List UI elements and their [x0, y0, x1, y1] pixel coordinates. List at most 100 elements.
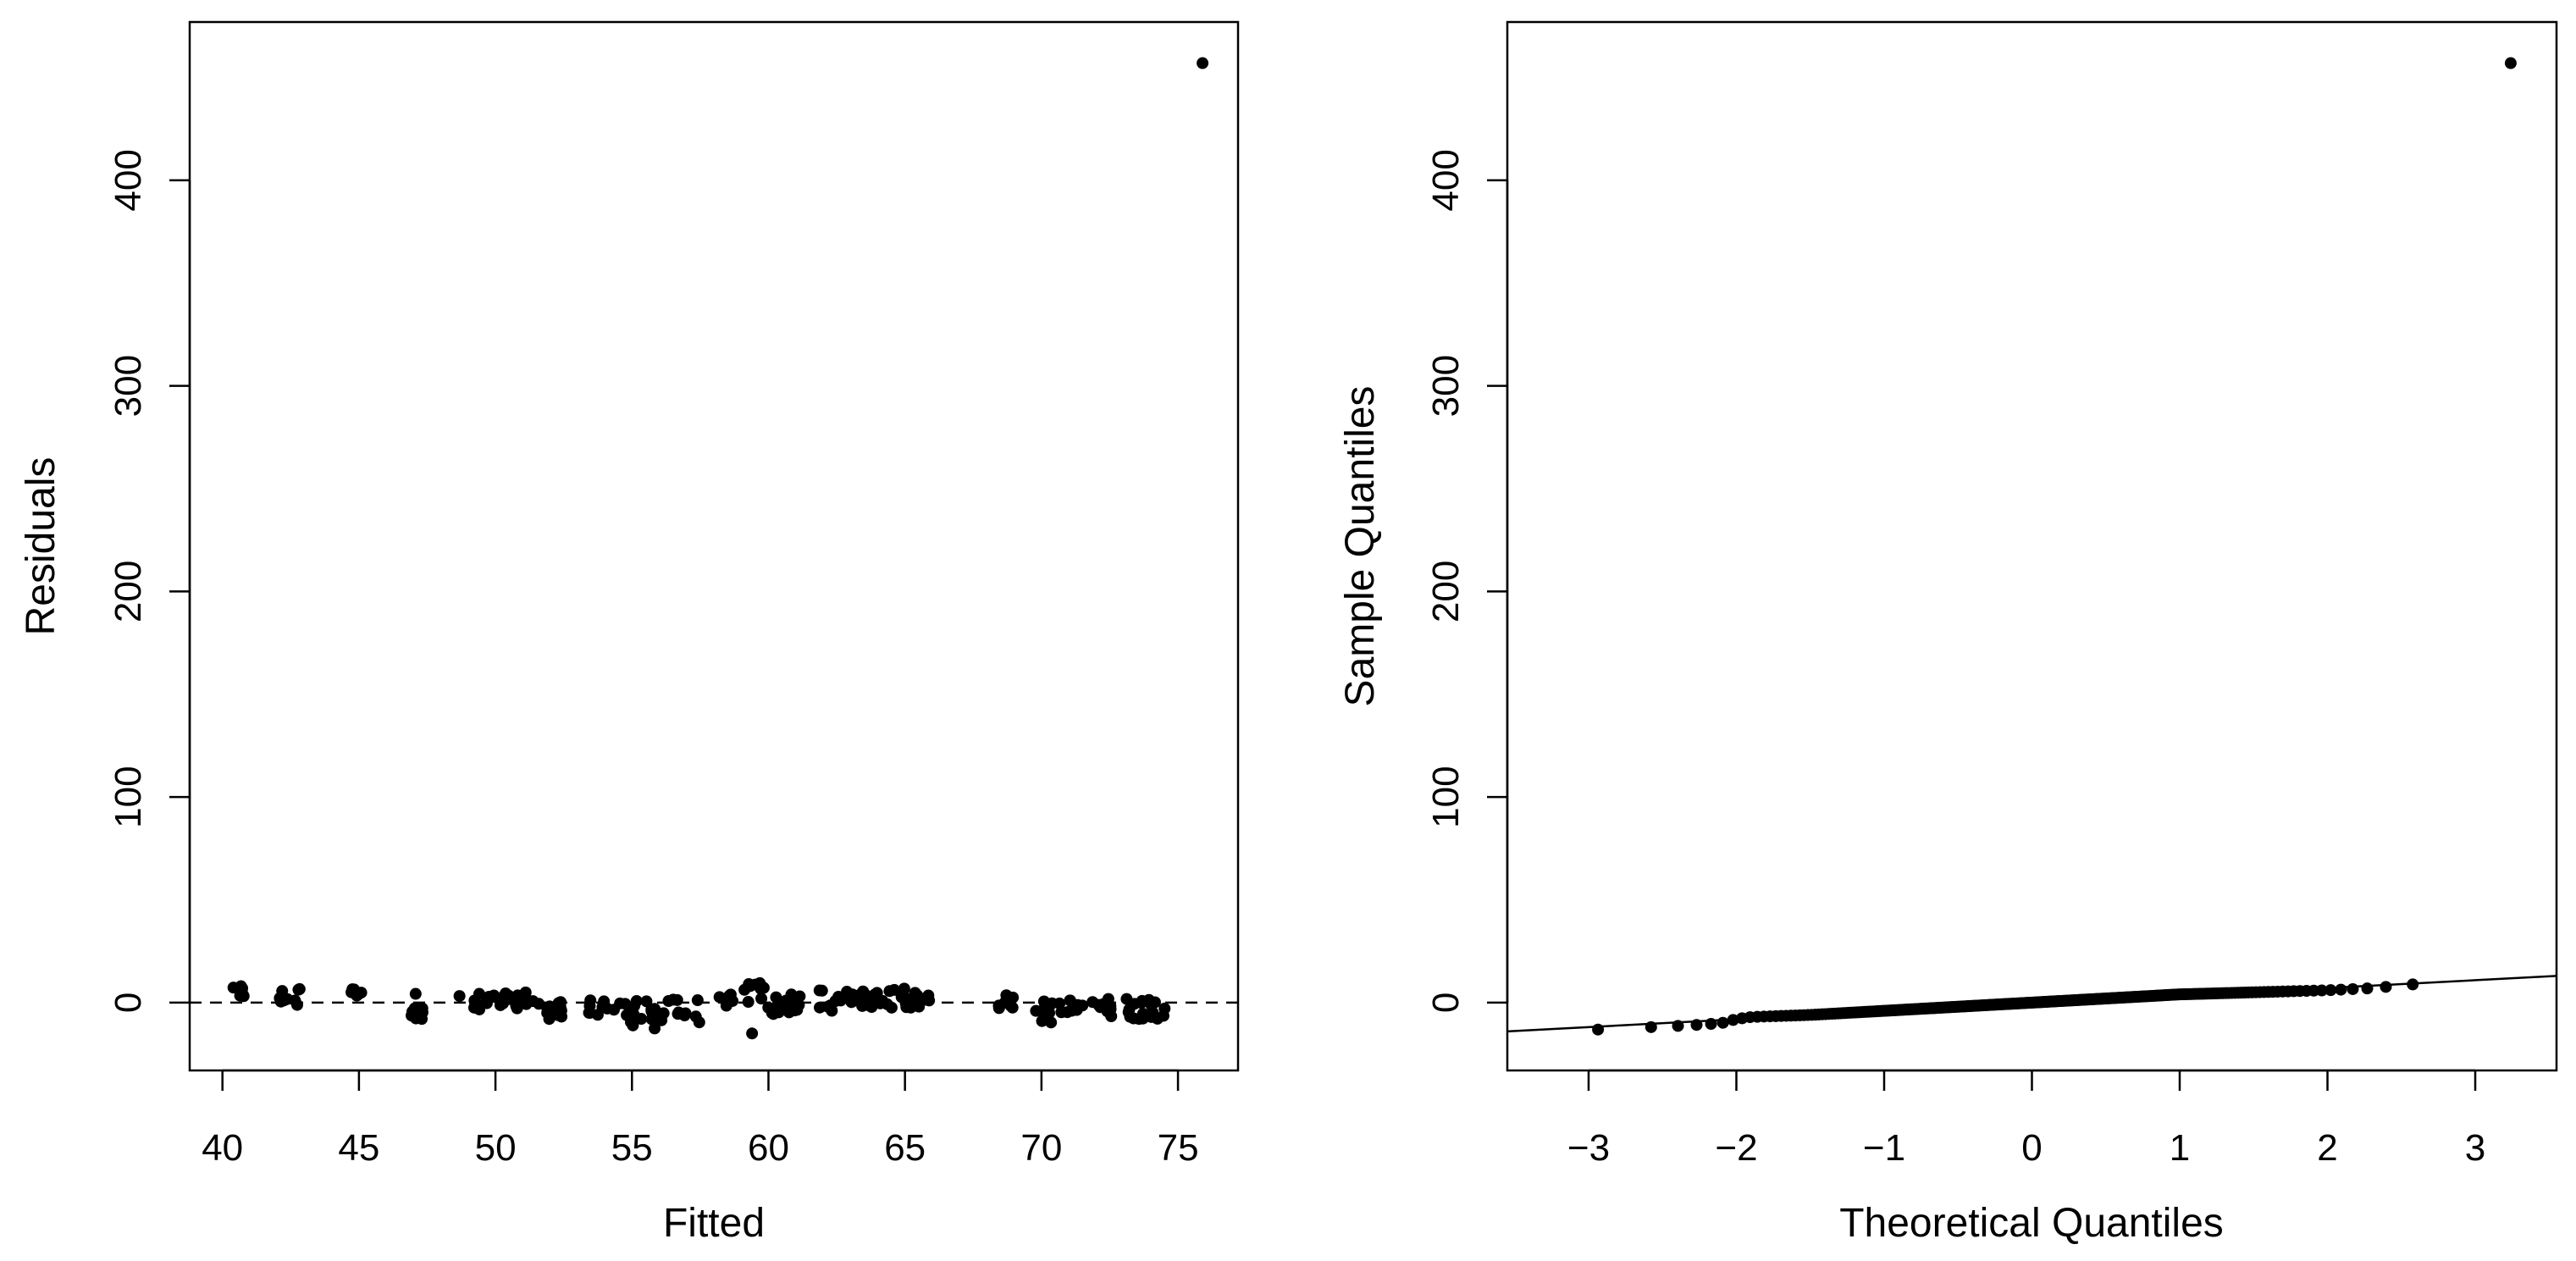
residual-point [782, 1006, 795, 1019]
residual-point [406, 1005, 418, 1018]
left-y-tick-label: 200 [108, 561, 149, 622]
normal-qq-panel: −3 −2 −1 0 1 2 3 0 100 200 300 400 Theoretical Qua… [1338, 20, 2558, 1246]
residual-point [992, 999, 1005, 1012]
residual-point [815, 984, 828, 997]
residual-point [826, 1004, 838, 1017]
residual-point [888, 983, 901, 996]
residual-point [1120, 993, 1133, 1005]
residual-point [901, 994, 914, 1007]
residual-point [416, 1013, 428, 1026]
right-y-axis-title: Sample Quantiles [1338, 386, 1383, 707]
qq-point [1705, 1018, 1717, 1031]
residual-point [1045, 1016, 1058, 1029]
residual-point [783, 996, 796, 1009]
left-x-axis-title: Fitted [663, 1201, 765, 1246]
residual-point [290, 998, 303, 1011]
left-y-tick-label: 0 [108, 993, 149, 1013]
residual-point [600, 1002, 613, 1015]
residual-point [911, 989, 924, 1002]
residual-point [584, 994, 597, 1007]
residual-point [693, 1016, 705, 1029]
residual-point [1040, 998, 1053, 1011]
right-x-tick-label: −1 [1863, 1127, 1905, 1169]
residual-point [227, 982, 240, 994]
residual-point [744, 979, 757, 992]
residual-point [274, 995, 287, 1008]
residual-point [473, 987, 485, 1000]
right-x-tick-label: 3 [2465, 1127, 2485, 1169]
residual-point [555, 996, 567, 1009]
residual-point [814, 1001, 826, 1014]
residual-point [1122, 1006, 1135, 1019]
left-x-tick-label: 65 [884, 1127, 926, 1169]
residual-point [876, 994, 889, 1007]
residual-point [635, 1013, 648, 1026]
left-plot-frame [188, 20, 1240, 1072]
right-x-tick-label: −2 [1715, 1127, 1757, 1169]
left-x-tick-label: 60 [748, 1127, 789, 1169]
residual-point [755, 993, 768, 1005]
residual-point [409, 987, 422, 1000]
right-y-tick-label: 0 [1425, 993, 1467, 1013]
qq-outlier-point [2504, 57, 2517, 69]
residual-point [494, 998, 506, 1011]
residual-point [583, 1007, 596, 1020]
residual-point [519, 986, 532, 998]
left-x-tick-label: 70 [1020, 1127, 1062, 1169]
residual-point [645, 1005, 658, 1018]
right-x-axis-title: Theoretical Quantiles [1839, 1201, 2224, 1246]
left-x-tick-label: 45 [338, 1127, 379, 1169]
residual-point [628, 999, 641, 1012]
qq-point [1672, 1020, 1684, 1032]
residual-point [541, 1007, 554, 1020]
residual-point [234, 989, 246, 1002]
left-x-tick-label: 50 [475, 1127, 517, 1169]
qq-point [2335, 983, 2347, 996]
left-y-tick-label: 100 [108, 766, 149, 827]
residual-point [720, 999, 732, 1012]
qq-point [2315, 984, 2328, 997]
residual-point [1067, 999, 1080, 1012]
residual-point [742, 996, 755, 1009]
residual-point [555, 1004, 567, 1017]
right-y-tick-label: 300 [1425, 355, 1467, 417]
qq-point [2407, 978, 2419, 991]
left-y-tick-label: 300 [108, 355, 149, 417]
residual-point [1136, 994, 1148, 1007]
qq-point [1645, 1020, 1657, 1033]
outlier-point [1197, 57, 1209, 69]
qq-point [1716, 1016, 1729, 1029]
residual-point [856, 997, 869, 1009]
residual-point [772, 1006, 785, 1019]
right-x-tick-label: 0 [2021, 1127, 2042, 1169]
right-x-tick-label: −3 [1567, 1127, 1610, 1169]
residual-point [533, 998, 545, 1010]
residual-point [293, 982, 306, 995]
right-x-tick-label: 2 [2317, 1127, 2337, 1169]
qq-point [2347, 982, 2359, 995]
right-y-tick-label: 100 [1425, 766, 1467, 827]
residual-point [770, 991, 782, 1004]
residual-point [691, 994, 704, 1007]
residual-point [1148, 996, 1161, 1009]
residual-point [1105, 1010, 1118, 1023]
left-x-tick-label: 55 [611, 1127, 653, 1169]
residual-point [1092, 998, 1105, 1011]
right-y-tick-label: 400 [1425, 149, 1467, 211]
residual-point [859, 988, 871, 1001]
residual-point [649, 1022, 661, 1035]
qq-point [2380, 981, 2392, 993]
residual-point [667, 993, 680, 1006]
left-x-tick-label: 40 [202, 1127, 243, 1169]
residual-point [843, 987, 855, 1000]
qq-point [1727, 1014, 1739, 1026]
residual-point [1136, 1012, 1149, 1025]
qq-point [1690, 1019, 1703, 1031]
residual-point [627, 1019, 639, 1031]
right-x-tick-label: 1 [2170, 1127, 2190, 1169]
residual-point [1007, 991, 1020, 1004]
residual-point [755, 982, 767, 995]
residual-point [621, 1009, 633, 1021]
left-x-tick-label: 75 [1158, 1127, 1199, 1169]
